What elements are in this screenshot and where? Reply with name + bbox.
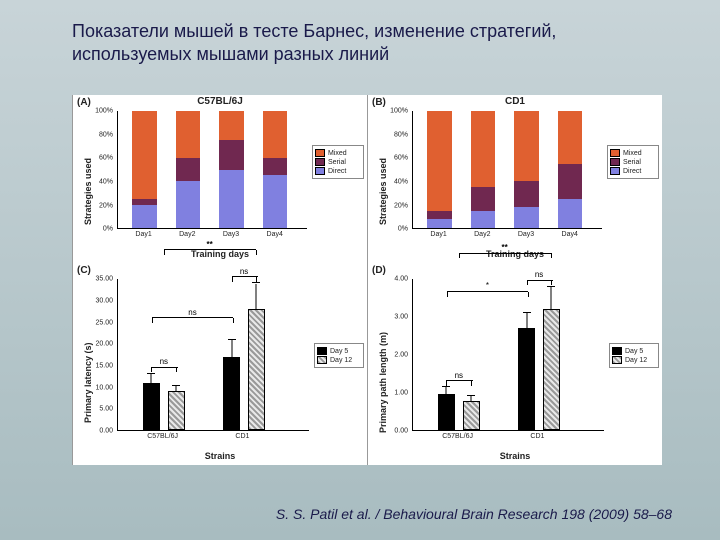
panel-a-yaxis: 0%20%40%60%80%100%: [93, 111, 115, 229]
legend-day12-c: Day 12: [330, 357, 352, 364]
panel-c-plot: nsnsns**: [117, 279, 309, 431]
panel-b-ylabel: Strategies used: [378, 158, 388, 225]
panel-a-xtitle: Training days: [73, 249, 367, 259]
panel-b: (B) CD1 Strategies used 0%20%40%60%80%10…: [367, 95, 662, 263]
legend-mixed-b: Mixed: [623, 150, 642, 157]
slide-title: Показатели мышей в тесте Барнес, изменен…: [72, 20, 652, 67]
panel-b-xtitle: Training days: [368, 249, 662, 259]
legend-serial-b: Serial: [623, 159, 641, 166]
panel-b-legend: Mixed Serial Direct: [607, 145, 659, 179]
figure-container: (A) C57BL/6J Strategies used 0%20%40%60%…: [72, 95, 662, 465]
panel-a-plot: [117, 111, 307, 229]
legend-day12-d: Day 12: [625, 357, 647, 364]
legend-day5-c: Day 5: [330, 348, 348, 355]
panel-c-yaxis: 0.005.0010.0015.0020.0025.0030.0035.00: [91, 279, 115, 431]
panel-c: (C) Primary latency (s) 0.005.0010.0015.…: [72, 263, 367, 465]
panel-a: (A) C57BL/6J Strategies used 0%20%40%60%…: [72, 95, 367, 263]
panel-b-plot: [412, 111, 602, 229]
panel-a-legend: Mixed Serial Direct: [312, 145, 364, 179]
panel-c-xtitle: Strains: [73, 451, 367, 461]
panel-c-xaxis: C57BL/6JCD1: [117, 433, 307, 445]
legend-direct: Direct: [328, 168, 346, 175]
panel-b-yaxis: 0%20%40%60%80%100%: [388, 111, 410, 229]
panel-letter-c: (C): [77, 265, 91, 276]
panel-b-xaxis: Day1Day2Day3Day4: [412, 231, 602, 243]
panel-d-plot: nsns***: [412, 279, 604, 431]
panel-d-xtitle: Strains: [368, 451, 662, 461]
legend-direct-b: Direct: [623, 168, 641, 175]
legend-serial: Serial: [328, 159, 346, 166]
panel-a-title: C57BL/6J: [73, 96, 367, 107]
panel-d-yaxis: 0.001.002.003.004.00: [386, 279, 410, 431]
panel-b-title: CD1: [368, 96, 662, 107]
panel-letter-d: (D): [372, 265, 386, 276]
panel-d: (D) Primary path length (m) 0.001.002.00…: [367, 263, 662, 465]
panel-a-ylabel: Strategies used: [83, 158, 93, 225]
legend-day5-d: Day 5: [625, 348, 643, 355]
legend-mixed: Mixed: [328, 150, 347, 157]
panel-c-legend: Day 5 Day 12: [314, 343, 364, 368]
panel-d-legend: Day 5 Day 12: [609, 343, 659, 368]
panel-d-xaxis: C57BL/6JCD1: [412, 433, 602, 445]
citation: S. S. Patil et al. / Behavioural Brain R…: [276, 506, 672, 522]
